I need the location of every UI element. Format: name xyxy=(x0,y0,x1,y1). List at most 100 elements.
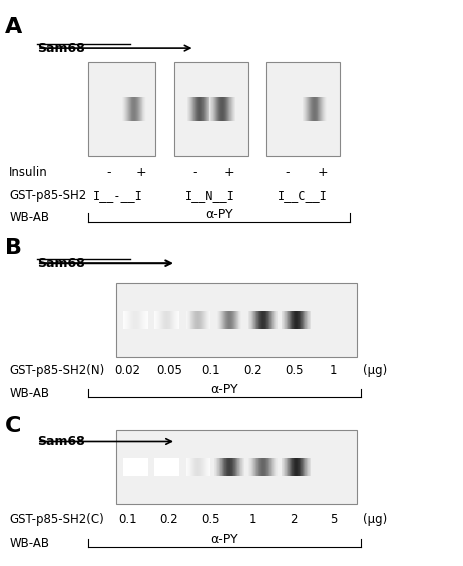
Bar xyxy=(197,311,198,329)
Bar xyxy=(209,311,210,329)
Bar xyxy=(196,458,197,476)
Bar xyxy=(217,458,218,476)
Bar xyxy=(176,311,177,329)
Bar xyxy=(232,311,233,329)
Text: +: + xyxy=(224,166,234,179)
Bar xyxy=(142,311,143,329)
Bar xyxy=(236,458,237,476)
Bar xyxy=(251,311,252,329)
Bar xyxy=(200,311,201,329)
Text: Sam68: Sam68 xyxy=(37,435,85,448)
Bar xyxy=(251,458,252,476)
Bar xyxy=(305,97,306,121)
Bar xyxy=(231,458,232,476)
Bar xyxy=(215,458,216,476)
Bar xyxy=(164,458,165,476)
Bar xyxy=(143,458,144,476)
Bar xyxy=(161,311,162,329)
Bar xyxy=(167,458,168,476)
Text: GST-p85-SH2(C): GST-p85-SH2(C) xyxy=(9,513,104,526)
Bar xyxy=(157,458,158,476)
Bar xyxy=(88,62,155,156)
Bar xyxy=(228,97,229,121)
Bar xyxy=(299,458,300,476)
Bar xyxy=(225,458,226,476)
Bar xyxy=(157,311,158,329)
Bar xyxy=(188,458,189,476)
Bar xyxy=(171,311,172,329)
Bar xyxy=(226,458,227,476)
Bar xyxy=(187,311,188,329)
Bar xyxy=(282,311,283,329)
Bar xyxy=(125,311,126,329)
Text: (μg): (μg) xyxy=(363,365,388,377)
Bar xyxy=(312,97,313,121)
Bar xyxy=(142,458,143,476)
Text: Sam68: Sam68 xyxy=(37,257,85,269)
Bar xyxy=(317,97,318,121)
Bar xyxy=(142,97,143,121)
Text: 5: 5 xyxy=(330,513,337,526)
Bar xyxy=(252,311,253,329)
Bar xyxy=(127,458,128,476)
Bar xyxy=(133,311,134,329)
Bar xyxy=(200,97,201,121)
Bar xyxy=(165,458,166,476)
Bar xyxy=(283,458,284,476)
Bar xyxy=(292,458,293,476)
Bar xyxy=(302,311,303,329)
Bar xyxy=(165,311,166,329)
Bar xyxy=(145,97,146,121)
Bar xyxy=(131,311,132,329)
Bar xyxy=(141,458,142,476)
Bar xyxy=(290,311,291,329)
Bar xyxy=(218,458,219,476)
Bar xyxy=(260,311,261,329)
Bar xyxy=(176,458,177,476)
Bar xyxy=(267,458,268,476)
Text: GST-p85-SH2: GST-p85-SH2 xyxy=(9,189,87,201)
Bar xyxy=(178,458,179,476)
Bar xyxy=(141,97,142,121)
Bar xyxy=(199,97,200,121)
Bar xyxy=(269,311,270,329)
Bar xyxy=(240,458,241,476)
Bar xyxy=(175,458,176,476)
Bar xyxy=(219,311,220,329)
Bar xyxy=(292,311,293,329)
Text: 1: 1 xyxy=(330,365,337,377)
Bar xyxy=(173,458,174,476)
Bar xyxy=(259,458,260,476)
Bar xyxy=(254,458,255,476)
Bar xyxy=(155,458,156,476)
Bar xyxy=(301,458,302,476)
Bar xyxy=(221,458,222,476)
Text: 0.2: 0.2 xyxy=(160,513,178,526)
Bar xyxy=(130,458,131,476)
Bar xyxy=(155,311,156,329)
Bar xyxy=(243,458,244,476)
Bar xyxy=(322,97,323,121)
Bar xyxy=(220,97,221,121)
Bar xyxy=(264,311,265,329)
Bar xyxy=(207,97,208,121)
Text: 1: 1 xyxy=(249,513,256,526)
Bar xyxy=(211,97,212,121)
Bar xyxy=(260,458,261,476)
Bar xyxy=(205,97,206,121)
Bar xyxy=(239,311,240,329)
Bar xyxy=(257,458,258,476)
Bar xyxy=(203,311,204,329)
Bar xyxy=(213,97,214,121)
Text: α-PY: α-PY xyxy=(205,208,232,221)
Bar xyxy=(268,311,269,329)
Bar xyxy=(241,458,242,476)
Bar xyxy=(158,458,159,476)
Bar xyxy=(253,311,254,329)
Bar xyxy=(222,97,223,121)
Bar xyxy=(308,458,309,476)
Bar xyxy=(234,311,235,329)
Bar xyxy=(262,458,263,476)
Bar xyxy=(154,311,155,329)
Bar xyxy=(307,311,308,329)
